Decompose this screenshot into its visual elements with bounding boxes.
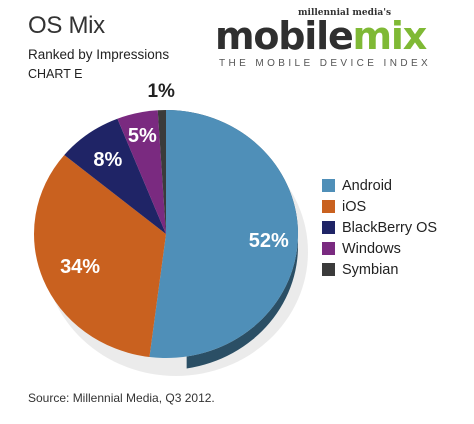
logo-owner-text: millennial media's [298,8,392,18]
logo-word-mobile: mobile [215,14,354,58]
legend-swatch [322,221,335,234]
legend-item-windows: Windows [322,238,437,259]
chart-legend: Android iOS BlackBerry OS Windows Symbian [322,175,437,280]
chart-title: OS Mix [28,12,105,39]
pie-label-android: 52% [249,230,289,252]
legend-item-symbian: Symbian [322,259,437,280]
legend-swatch [322,263,335,276]
legend-label: iOS [342,198,367,215]
pie-label-ios: 34% [60,256,100,278]
legend-item-blackberry-os: BlackBerry OS [322,217,437,238]
chart-subtitle: Ranked by Impressions [28,47,170,62]
pie-slice-windows [117,110,166,234]
legend-swatch [322,242,335,255]
logo-wordmark: mobilemix [215,14,428,58]
pie-label-windows: 5% [128,125,157,147]
pie-slice-symbian [157,110,166,234]
logo-word-mix: mix [352,14,428,58]
pie-slice-ios [33,154,166,358]
pie-label-symbian: 1% [147,81,175,102]
legend-item-ios: iOS [322,196,437,217]
legend-label: BlackBerry OS [342,219,438,236]
pie-slice-android [149,110,298,358]
source-note: Source: Millennial Media, Q3 2012. [28,391,215,405]
legend-label: Windows [342,240,401,257]
legend-label: Android [342,177,392,194]
chart-id-label: CHART E [28,67,83,81]
legend-swatch [322,179,335,192]
logo-tagline: THE MOBILE DEVICE INDEX [219,58,432,69]
legend-item-android: Android [322,175,437,196]
pie-label-blackberry-os: 8% [93,149,122,171]
legend-label: Symbian [342,261,399,278]
pie-slice-blackberry-os [64,118,166,234]
legend-swatch [322,200,335,213]
